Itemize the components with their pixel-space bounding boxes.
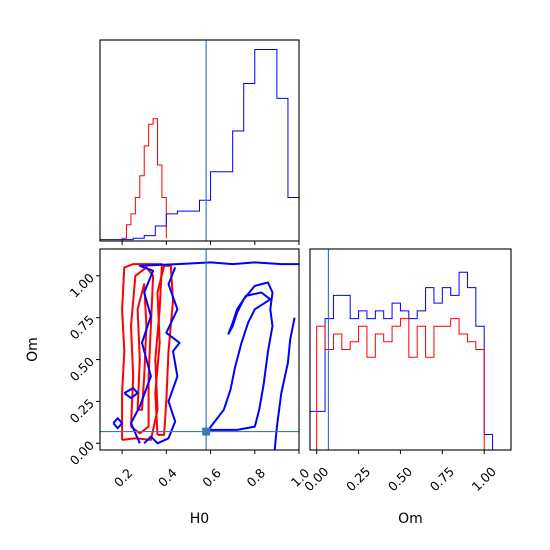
om-hist-xtick-label-2: 0.50: [385, 464, 415, 494]
contour-s0-c2: [136, 283, 148, 411]
h0-hist-series-1: [99, 49, 300, 241]
om-hist-series-0: [309, 271, 494, 450]
om-hist-xtick-label-0: 0.00: [301, 464, 331, 494]
joint-frame: [99, 248, 300, 451]
joint-truth-marker: [202, 427, 211, 436]
joint-contours: [100, 249, 299, 450]
om-hist-xtick-label-3: 0.75: [427, 464, 457, 494]
om-hist-xtick-label-1: 0.25: [343, 464, 373, 494]
joint-ylabel: Om: [25, 337, 41, 362]
joint-ytick-label-1: 0.25: [67, 396, 97, 426]
contour-s1-c4: [207, 281, 274, 431]
contour-s1-c1: [143, 267, 181, 445]
om-hist-series-1: [316, 318, 485, 450]
om-histogram-panel: 0.00 0.25 0.50 0.75 1.00: [301, 248, 512, 494]
joint-ytick-label-2: 0.50: [67, 354, 97, 384]
joint-xtick-label-3: 0.8: [244, 465, 269, 490]
om-hist-xtick-label-4: 1.00: [469, 464, 499, 494]
contour-s1-c0: [130, 261, 299, 444]
h0-histogram-panel: [99, 39, 300, 245]
h0-hist-frame: [99, 39, 300, 242]
om-hist-xlabel: Om: [398, 511, 423, 527]
joint-ytick-label-0: 0.00: [67, 438, 97, 468]
contour-s0-c1: [130, 266, 155, 435]
joint-xtick-label-0: 0.2: [111, 465, 136, 490]
joint-xlabel: H0: [190, 511, 209, 527]
contour-s0-c3: [154, 264, 174, 436]
om-hist-frame: [309, 248, 512, 451]
joint-ytick-label-4: 1.00: [67, 270, 97, 300]
contour-s1-c3: [123, 387, 139, 400]
contour-s1-c5: [273, 317, 296, 450]
joint-xtick-label-2: 0.6: [199, 465, 224, 490]
h0-hist-series-0: [121, 118, 167, 241]
joint-ytick-label-3: 0.75: [67, 312, 97, 342]
joint-xtick-label-1: 0.4: [155, 465, 180, 490]
contour-s1-c2: [112, 417, 124, 430]
joint-contour-panel: 0.2 0.4 0.6 0.8 1.00.000.250.500.751.00: [67, 248, 312, 490]
